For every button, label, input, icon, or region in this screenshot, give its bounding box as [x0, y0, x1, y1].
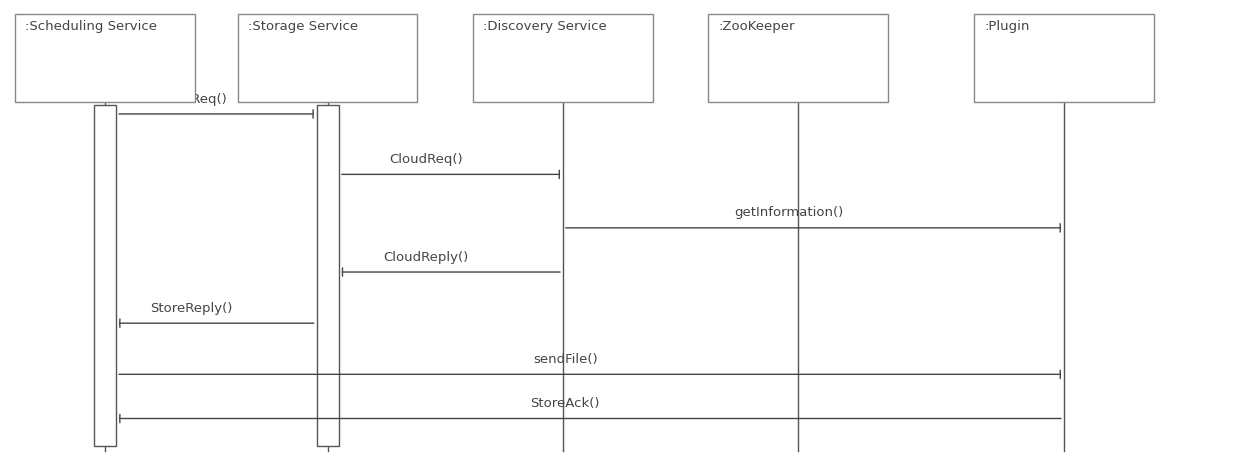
Text: :Scheduling Service: :Scheduling Service	[26, 20, 157, 33]
Text: :Storage Service: :Storage Service	[247, 20, 359, 33]
Text: :Plugin: :Plugin	[985, 20, 1029, 33]
Bar	[974, 14, 1153, 102]
Bar	[708, 14, 888, 102]
Text: CloudReply(): CloudReply()	[383, 251, 469, 264]
Bar	[317, 105, 339, 446]
Bar	[238, 14, 417, 102]
Bar	[94, 105, 116, 446]
Bar	[16, 14, 194, 102]
Text: StoreReq(): StoreReq()	[156, 93, 228, 106]
Text: sendFile(): sendFile()	[533, 353, 597, 366]
Text: StoreAck(): StoreAck()	[531, 397, 600, 410]
Bar	[473, 14, 653, 102]
Text: :ZooKeeper: :ZooKeeper	[717, 20, 794, 33]
Text: StoreReply(): StoreReply()	[151, 302, 233, 315]
Text: getInformation(): getInformation()	[734, 206, 844, 219]
Text: CloudReq(): CloudReq()	[390, 153, 463, 166]
Text: :Discovery Service: :Discovery Service	[482, 20, 607, 33]
